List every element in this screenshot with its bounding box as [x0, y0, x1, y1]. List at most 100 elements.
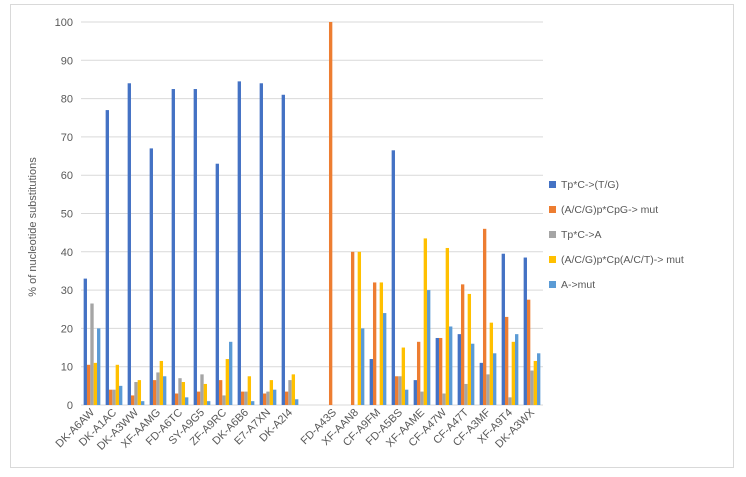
bar [108, 389, 113, 405]
bar [141, 401, 145, 405]
bar [328, 22, 333, 405]
bar [457, 334, 461, 405]
legend-label: A->mut [561, 279, 595, 291]
y-tick-label: 30 [61, 285, 73, 297]
bar [185, 397, 189, 405]
bar [464, 383, 468, 405]
y-tick-label: 10 [61, 362, 73, 374]
bar [266, 391, 270, 405]
gridlines [81, 21, 543, 406]
y-tick-label: 70 [61, 132, 73, 144]
bar [237, 81, 241, 406]
bar [449, 326, 453, 405]
bar [467, 293, 472, 405]
legend-label: Tp*C->(T/G) [561, 179, 619, 191]
bar [215, 163, 219, 405]
bar [259, 83, 263, 405]
bar [405, 389, 409, 405]
bar [149, 148, 153, 405]
bar [127, 83, 131, 405]
bar [196, 391, 201, 405]
bar [171, 89, 175, 405]
bar [369, 359, 373, 405]
bar [181, 382, 186, 405]
bar [244, 391, 248, 405]
bar [438, 337, 443, 405]
bar [533, 360, 538, 405]
bar [269, 380, 274, 405]
bar [435, 337, 439, 405]
bar [291, 374, 296, 405]
bar [225, 359, 230, 405]
bar [401, 347, 406, 405]
bar [119, 385, 123, 405]
bar [501, 253, 505, 405]
y-tick-label: 80 [61, 94, 73, 106]
bar [251, 401, 255, 405]
bar [178, 378, 182, 405]
bar [218, 380, 223, 405]
bar [137, 380, 142, 405]
bar [193, 89, 197, 405]
bar [416, 341, 421, 405]
legend-label: (A/C/G)p*CpG-> mut [561, 204, 658, 216]
bar [379, 282, 384, 405]
y-tick-label: 60 [61, 170, 73, 182]
bar [511, 341, 516, 405]
bar [83, 278, 87, 405]
bar [413, 380, 417, 405]
bar [97, 328, 101, 405]
bar [537, 353, 541, 405]
bar [394, 376, 399, 405]
bar [105, 110, 109, 405]
bar [523, 257, 527, 405]
bar [262, 393, 267, 405]
chart-area: 0 10 20 30 40 50 60 70 80 90 100 DK-A6AW DK-A1AC DK-… [10, 4, 734, 468]
legend-swatch [549, 231, 556, 238]
bar [200, 374, 204, 405]
bar [86, 364, 91, 405]
y-tick-label: 50 [61, 209, 73, 221]
y-tick-label: 40 [61, 247, 73, 259]
bar [112, 389, 116, 405]
bar [134, 382, 138, 405]
bar [460, 284, 465, 405]
bar [420, 391, 424, 405]
legend-swatch [549, 206, 556, 213]
bar [493, 353, 497, 405]
bar [174, 393, 179, 405]
bar [526, 299, 531, 405]
bar [479, 362, 483, 405]
y-tick-label: 20 [61, 323, 73, 335]
bar [159, 360, 164, 405]
bar [115, 364, 120, 405]
bar [240, 391, 245, 405]
bars [83, 22, 541, 406]
bar [361, 328, 365, 405]
bar [156, 372, 160, 405]
bar [273, 389, 277, 405]
bar [288, 380, 292, 405]
bar [471, 343, 475, 405]
bar-chart: 0 10 20 30 40 50 60 70 80 90 100 DK-A6AWDK-A1ACDK-… [27, 17, 684, 453]
legend-swatch [549, 181, 556, 188]
legend-label: Tp*C->A [561, 229, 602, 241]
bar [357, 251, 362, 405]
bar [90, 303, 94, 405]
bar [93, 362, 98, 405]
bar [445, 247, 450, 405]
y-tick-label: 100 [55, 17, 73, 29]
y-tick-label: 0 [67, 400, 73, 412]
bar [530, 370, 534, 405]
y-axis-label: % of nucleotide substitutions [27, 157, 39, 297]
bar [398, 376, 402, 405]
bar [229, 341, 233, 405]
legend-swatch [549, 256, 556, 263]
legend-swatch [549, 281, 556, 288]
y-axis-ticks: 0 10 20 30 40 50 60 70 80 90 100 [55, 17, 73, 412]
bar [295, 399, 299, 405]
bar [383, 313, 387, 405]
bar [350, 251, 355, 405]
bar [203, 383, 208, 405]
bar [515, 334, 519, 405]
